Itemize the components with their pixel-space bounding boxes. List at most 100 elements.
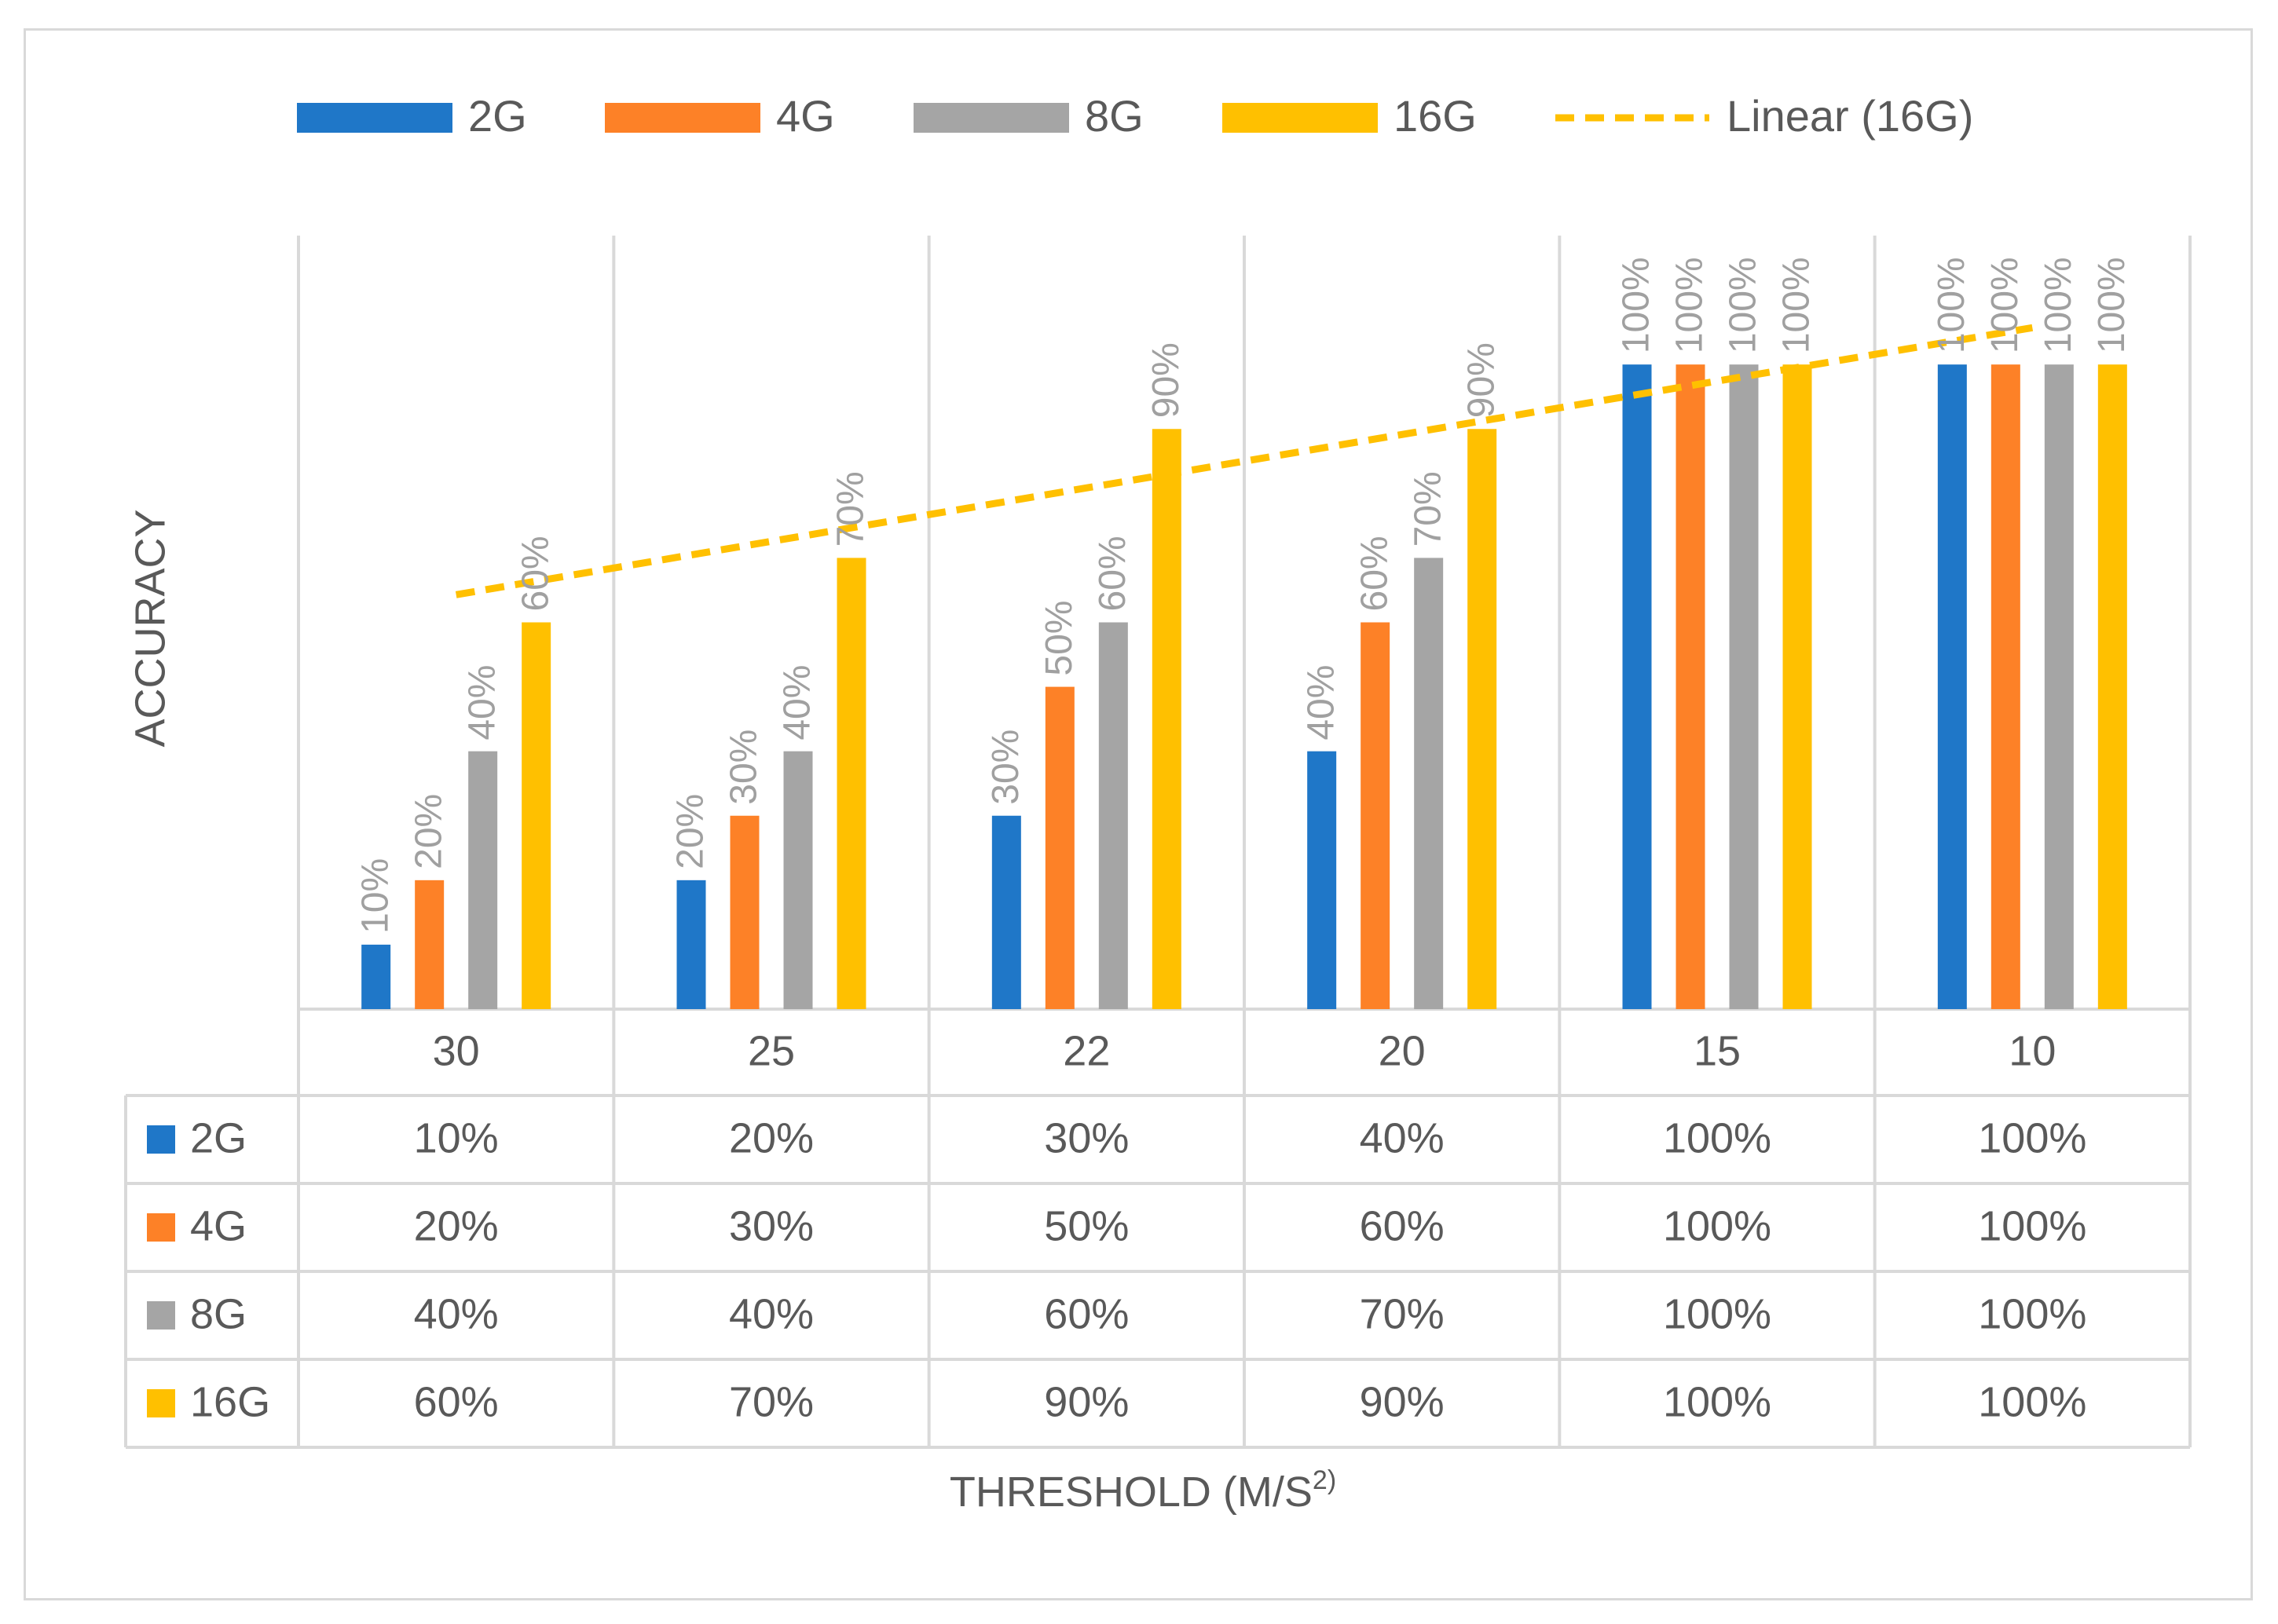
- table-legend-swatch-16G: [147, 1389, 175, 1417]
- table-cell: 100%: [1663, 1202, 1771, 1249]
- legend-label: 4G: [776, 91, 835, 141]
- bar-4G-25: [730, 815, 760, 1009]
- bar-2G-20: [1307, 751, 1337, 1009]
- bar-data-label: 60%: [1353, 536, 1395, 611]
- bar-data-label: 40%: [1300, 665, 1342, 741]
- table-cell: 60%: [1360, 1202, 1445, 1249]
- chart-frame: [24, 28, 2253, 1600]
- table-series-name: 8G: [190, 1290, 247, 1337]
- table-cell: 70%: [729, 1378, 814, 1425]
- table-cell: 100%: [1663, 1290, 1771, 1337]
- bar-4G-30: [415, 880, 445, 1009]
- table-cell: 30%: [729, 1202, 814, 1249]
- table-cell: 100%: [1978, 1378, 2086, 1425]
- table-cell: 100%: [1663, 1114, 1771, 1161]
- table-legend-swatch-4G: [147, 1213, 175, 1242]
- bar-8G-25: [783, 751, 813, 1009]
- table-cell: 100%: [1978, 1114, 2086, 1161]
- table-series-name: 4G: [190, 1202, 247, 1249]
- bar-8G-15: [1729, 364, 1759, 1010]
- bar-4G-20: [1361, 622, 1390, 1009]
- table-cell: 40%: [1360, 1114, 1445, 1161]
- bar-data-label: 20%: [670, 794, 712, 869]
- bar-8G-30: [468, 751, 498, 1009]
- bar-data-label: 20%: [408, 794, 449, 869]
- legend-swatch-4G: [605, 103, 760, 133]
- bar-data-label: 40%: [777, 665, 819, 741]
- bar-8G-20: [1414, 558, 1444, 1009]
- bar-data-label: 50%: [1038, 601, 1080, 676]
- legend-label: Linear (16G): [1727, 91, 1973, 141]
- bar-data-label: 70%: [1407, 471, 1448, 547]
- x-tick-label: 25: [748, 1027, 795, 1074]
- bar-data-label: 100%: [1616, 257, 1657, 353]
- bar-2G-25: [676, 880, 706, 1009]
- table-cell: 60%: [414, 1378, 499, 1425]
- bar-8G-10: [2044, 364, 2074, 1010]
- x-tick-label: 30: [433, 1027, 480, 1074]
- table-cell: 100%: [1978, 1202, 2086, 1249]
- table-cell: 50%: [1044, 1202, 1129, 1249]
- table-cell: 90%: [1360, 1378, 1445, 1425]
- bar-data-label: 60%: [1092, 536, 1134, 611]
- bar-data-label: 70%: [830, 471, 872, 547]
- bar-data-label: 10%: [354, 858, 396, 934]
- bar-16G-25: [837, 558, 866, 1009]
- bar-4G-10: [1991, 364, 2020, 1010]
- bar-data-label: 40%: [461, 665, 503, 741]
- table-cell: 100%: [1978, 1290, 2086, 1337]
- bar-data-label: 100%: [1723, 257, 1764, 353]
- bar-2G-22: [991, 815, 1021, 1009]
- bar-2G-30: [361, 944, 391, 1009]
- legend-swatch-16G: [1222, 103, 1378, 133]
- bar-data-label: 100%: [2038, 257, 2079, 353]
- legend-label: 2G: [468, 91, 527, 141]
- legend-swatch-2G: [297, 103, 452, 133]
- bar-16G-30: [522, 622, 551, 1009]
- legend-label: 8G: [1085, 91, 1144, 141]
- table-series-name: 2G: [190, 1114, 247, 1161]
- table-cell: 40%: [414, 1290, 499, 1337]
- table-cell: 60%: [1044, 1290, 1129, 1337]
- bar-8G-22: [1098, 622, 1128, 1009]
- table-cell: 40%: [729, 1290, 814, 1337]
- bar-4G-22: [1045, 686, 1075, 1009]
- bar-data-label: 90%: [1145, 342, 1187, 418]
- bar-2G-15: [1622, 364, 1652, 1010]
- bar-data-label: 90%: [1460, 342, 1502, 418]
- x-tick-label: 15: [1694, 1027, 1741, 1074]
- bar-data-label: 30%: [723, 730, 765, 805]
- table-cell: 70%: [1360, 1290, 1445, 1337]
- x-axis-label-main: THRESHOLD (M/S: [950, 1469, 1313, 1516]
- table-cell: 10%: [414, 1114, 499, 1161]
- bar-data-label: 100%: [1931, 257, 1972, 353]
- x-tick-label: 20: [1379, 1027, 1426, 1074]
- bar-data-label: 100%: [1669, 257, 1711, 353]
- table-cell: 100%: [1663, 1378, 1771, 1425]
- y-axis-label: ACCURACY: [126, 509, 174, 747]
- table-cell: 90%: [1044, 1378, 1129, 1425]
- x-axis-label: THRESHOLD (M/S2): [950, 1465, 1336, 1516]
- x-axis-label-superscript: 2): [1313, 1465, 1336, 1495]
- table-series-name: 16G: [190, 1378, 270, 1425]
- bar-16G-10: [2097, 364, 2127, 1010]
- bar-2G-10: [1937, 364, 1967, 1010]
- table-legend-swatch-8G: [147, 1301, 175, 1330]
- table-cell: 20%: [729, 1114, 814, 1161]
- bar-16G-15: [1782, 364, 1812, 1010]
- legend-swatch-8G: [914, 103, 1069, 133]
- x-tick-label: 22: [1063, 1027, 1110, 1074]
- bar-data-label: 30%: [985, 730, 1027, 805]
- table-legend-swatch-2G: [147, 1125, 175, 1154]
- bar-data-label: 100%: [2091, 257, 2133, 353]
- bar-16G-22: [1152, 429, 1181, 1009]
- bar-4G-15: [1676, 364, 1705, 1010]
- x-tick-label: 10: [2009, 1027, 2056, 1074]
- table-cell: 20%: [414, 1202, 499, 1249]
- bar-data-label: 60%: [515, 536, 556, 611]
- legend-label: 16G: [1394, 91, 1477, 141]
- bar-data-label: 100%: [1984, 257, 2026, 353]
- table-cell: 30%: [1044, 1114, 1129, 1161]
